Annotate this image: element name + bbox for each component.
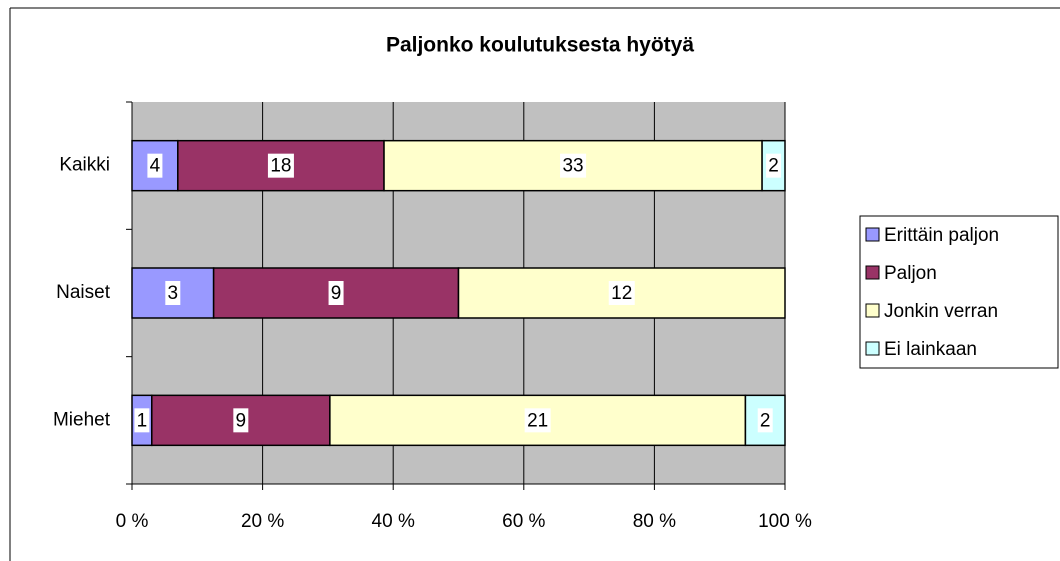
data-label: 4 <box>150 156 161 177</box>
data-label: 3 <box>168 283 179 304</box>
data-label-bg <box>328 281 344 305</box>
legend-label: Erittäin paljon <box>884 225 999 246</box>
data-label-bg <box>757 408 773 433</box>
data-label-bg <box>233 408 249 433</box>
x-tick-label: 20 % <box>241 511 284 532</box>
x-tick-label: 0 % <box>116 511 149 532</box>
y-tick-label: Kaikki <box>59 155 110 176</box>
x-tick-label: 100 % <box>758 511 812 532</box>
legend-box <box>859 215 1059 369</box>
data-label-bg <box>147 153 163 178</box>
legend-label: Jonkin verran <box>884 301 998 322</box>
legend-swatch <box>865 227 880 242</box>
data-label-bg <box>134 408 150 433</box>
x-tick-label: 60 % <box>502 511 545 532</box>
x-tick-label: 40 % <box>372 511 415 532</box>
data-label-bg <box>560 153 587 178</box>
legend-label: Paljon <box>884 263 937 284</box>
legend-label: Ei lainkaan <box>884 339 977 360</box>
legend-swatch <box>865 303 880 318</box>
data-label-bg <box>766 153 782 178</box>
data-label: 21 <box>527 410 548 431</box>
data-label: 2 <box>768 156 779 177</box>
data-label-bg <box>524 408 551 433</box>
data-label: 33 <box>562 156 583 177</box>
data-label-bg <box>608 281 635 305</box>
x-tick-label: 80 % <box>633 511 676 532</box>
data-label-bg <box>267 153 294 178</box>
y-tick-label: Miehet <box>53 409 111 430</box>
y-tick-label: Naiset <box>56 282 111 303</box>
data-label: 9 <box>331 283 342 304</box>
data-label: 9 <box>236 410 247 431</box>
legend-swatch <box>865 265 880 280</box>
data-label: 1 <box>137 410 148 431</box>
data-label: 12 <box>611 283 632 304</box>
chart-title: Paljonko koulutuksesta hyötyä <box>386 34 694 57</box>
data-label: 18 <box>270 156 291 177</box>
data-label-bg <box>165 281 181 305</box>
data-label: 2 <box>760 410 771 431</box>
legend-swatch <box>865 341 880 356</box>
